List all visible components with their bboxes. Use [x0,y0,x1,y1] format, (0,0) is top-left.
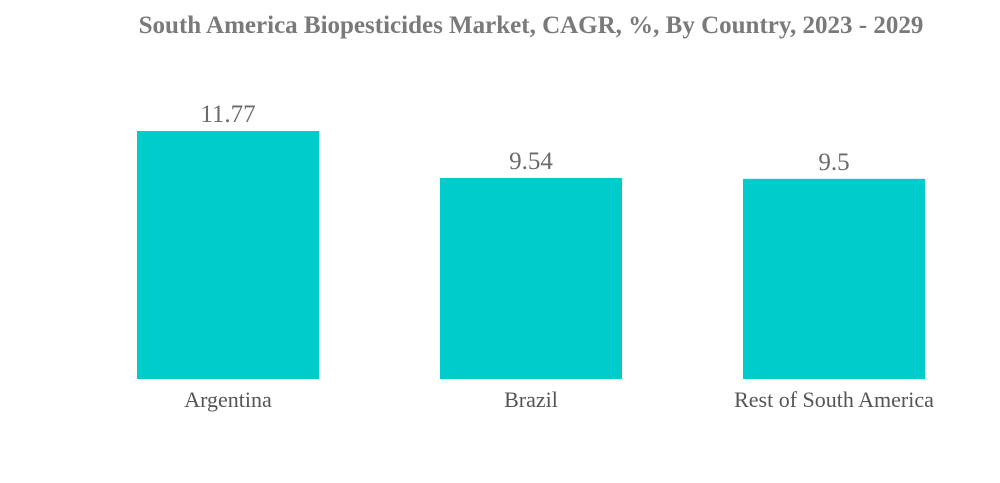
bar-rest-of-south-america [743,178,925,379]
category-label: Brazil [504,387,558,412]
value-label: 9.54 [509,148,553,175]
chart-title: South America Biopesticides Market, CAGR… [138,12,924,39]
category-label: Rest of South America [734,387,934,412]
category-labels-group: Argentina Brazil Rest of South America [184,387,934,412]
value-label: 11.77 [200,101,255,128]
bars-group [137,131,925,379]
value-labels-group: 11.77 9.54 9.5 [200,101,849,176]
bar-argentina [137,131,319,379]
category-label: Argentina [184,387,272,412]
bar-brazil [440,177,622,379]
value-label: 9.5 [818,149,849,176]
